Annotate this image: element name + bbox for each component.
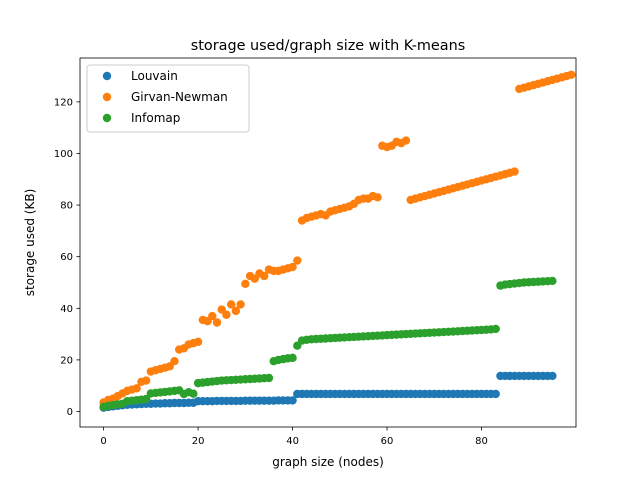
data-point bbox=[231, 306, 241, 316]
data-point bbox=[141, 376, 151, 385]
chart-title: storage used/graph size with K-means bbox=[191, 38, 465, 54]
y-tick-label: 60 bbox=[60, 252, 73, 263]
data-point bbox=[510, 167, 519, 176]
data-point bbox=[226, 300, 236, 309]
data-point bbox=[491, 324, 500, 334]
data-point bbox=[260, 271, 269, 281]
y-tick-label: 80 bbox=[60, 201, 73, 212]
legend-marker bbox=[102, 113, 112, 123]
x-axis-ticks: 0 20 40 60 80 bbox=[100, 427, 488, 447]
data-point bbox=[548, 276, 557, 286]
legend-box bbox=[86, 64, 250, 133]
legend-label: Infomap bbox=[131, 111, 180, 125]
data-point bbox=[288, 396, 297, 405]
data-point bbox=[236, 300, 245, 309]
plot-area bbox=[99, 70, 576, 412]
data-point bbox=[401, 136, 411, 145]
y-axis-label: storage used (KB) bbox=[23, 189, 37, 297]
data-point bbox=[208, 311, 217, 321]
legend-marker bbox=[102, 71, 112, 81]
data-point bbox=[288, 262, 297, 272]
data-point bbox=[222, 310, 231, 319]
data-point bbox=[132, 384, 141, 393]
y-tick-label: 100 bbox=[54, 149, 73, 160]
data-point bbox=[491, 389, 500, 399]
data-point bbox=[170, 356, 179, 366]
data-point bbox=[212, 318, 222, 327]
x-axis-label: graph size (nodes) bbox=[272, 455, 384, 469]
x-tick-label: 80 bbox=[475, 436, 488, 447]
data-point bbox=[567, 70, 576, 79]
legend: Louvain Girvan-Newman Infomap bbox=[86, 64, 250, 133]
data-point bbox=[241, 279, 250, 288]
y-tick-label: 20 bbox=[60, 355, 73, 366]
data-point bbox=[264, 373, 274, 383]
y-tick-label: 120 bbox=[54, 97, 73, 108]
x-tick-label: 20 bbox=[192, 436, 205, 447]
data-point bbox=[189, 389, 198, 398]
y-axis-ticks: 0 20 40 60 80 100 120 bbox=[54, 97, 80, 418]
data-point bbox=[373, 193, 382, 202]
data-point bbox=[293, 256, 302, 265]
x-tick-label: 0 bbox=[100, 436, 106, 447]
data-point bbox=[193, 337, 203, 347]
y-tick-label: 40 bbox=[60, 304, 73, 315]
legend-marker bbox=[102, 92, 112, 102]
data-point bbox=[288, 353, 297, 363]
y-tick-label: 0 bbox=[67, 407, 73, 418]
legend-label: Girvan-Newman bbox=[131, 90, 228, 104]
x-tick-label: 40 bbox=[286, 436, 299, 447]
data-point bbox=[141, 394, 151, 404]
data-point bbox=[548, 371, 557, 381]
series-infomap bbox=[99, 276, 557, 412]
legend-label: Louvain bbox=[131, 69, 178, 83]
axes-frame bbox=[79, 57, 577, 428]
x-tick-label: 60 bbox=[381, 436, 394, 447]
series-girvan-newman bbox=[99, 70, 576, 407]
